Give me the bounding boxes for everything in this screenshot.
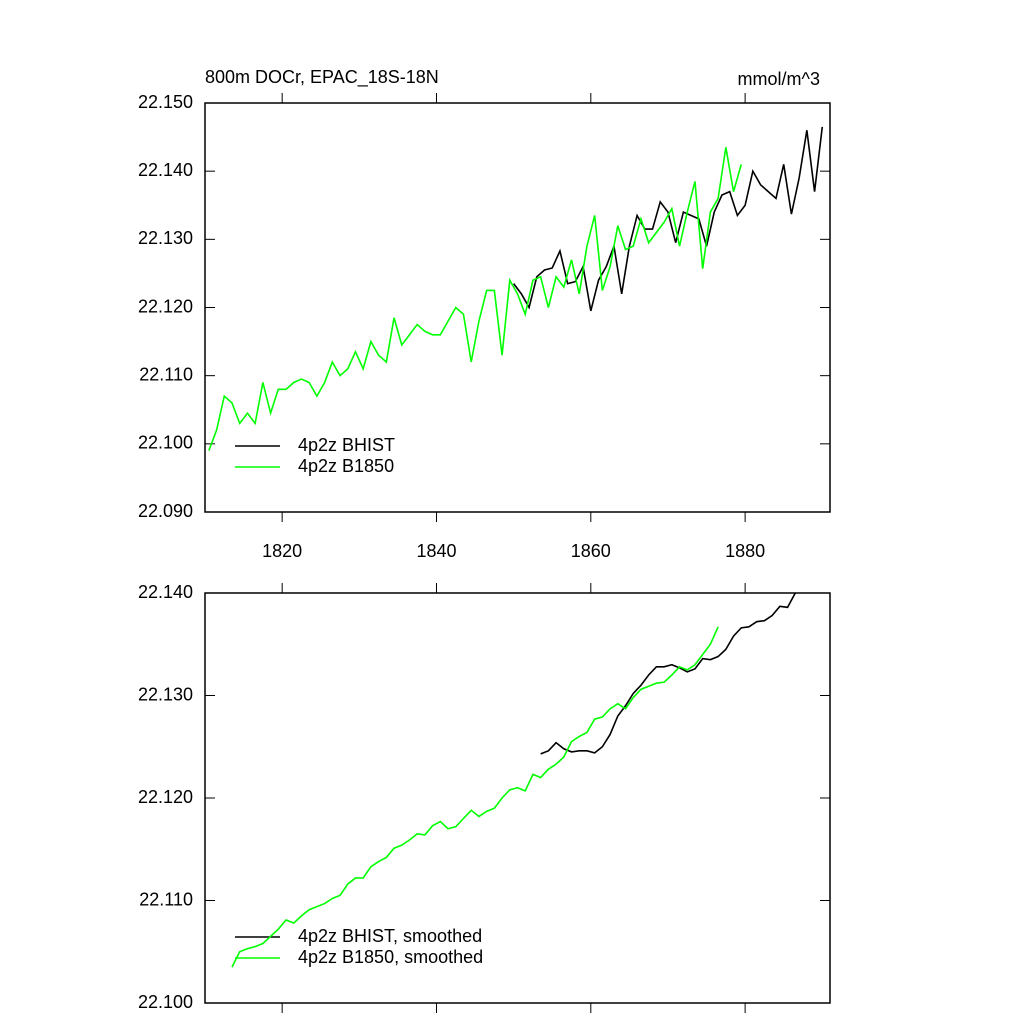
y-tick-label: 22.150	[138, 92, 193, 112]
y-tick-label: 22.100	[138, 433, 193, 453]
legend-label: 4p2z B1850	[298, 456, 394, 476]
x-tick-label: 1880	[725, 541, 765, 561]
x-tick-label: 1840	[416, 541, 456, 561]
x-tick-label: 1820	[262, 541, 302, 561]
data-line	[208, 147, 743, 451]
y-tick-label: 22.120	[138, 296, 193, 316]
legend-label: 4p2z BHIST, smoothed	[298, 926, 482, 946]
y-tick-label: 22.090	[138, 501, 193, 521]
data-line	[513, 126, 824, 312]
data-line	[540, 592, 796, 755]
y-tick-label: 22.140	[138, 582, 193, 602]
y-tick-label: 22.130	[138, 228, 193, 248]
legend-label: 4p2z BHIST	[298, 435, 395, 455]
y-tick-label: 22.100	[138, 992, 193, 1012]
y-tick-label: 22.110	[139, 889, 193, 909]
data-line	[231, 626, 719, 968]
y-tick-label: 22.130	[138, 684, 193, 704]
x-tick-label: 1860	[571, 541, 611, 561]
y-tick-label: 22.110	[139, 364, 193, 384]
y-tick-label: 22.140	[138, 160, 193, 180]
chart-units: mmol/m^3	[738, 69, 820, 89]
y-tick-label: 22.120	[138, 787, 193, 807]
legend-label: 4p2z B1850, smoothed	[298, 947, 483, 967]
chart-title: 800m DOCr, EPAC_18S-18N	[205, 67, 439, 88]
